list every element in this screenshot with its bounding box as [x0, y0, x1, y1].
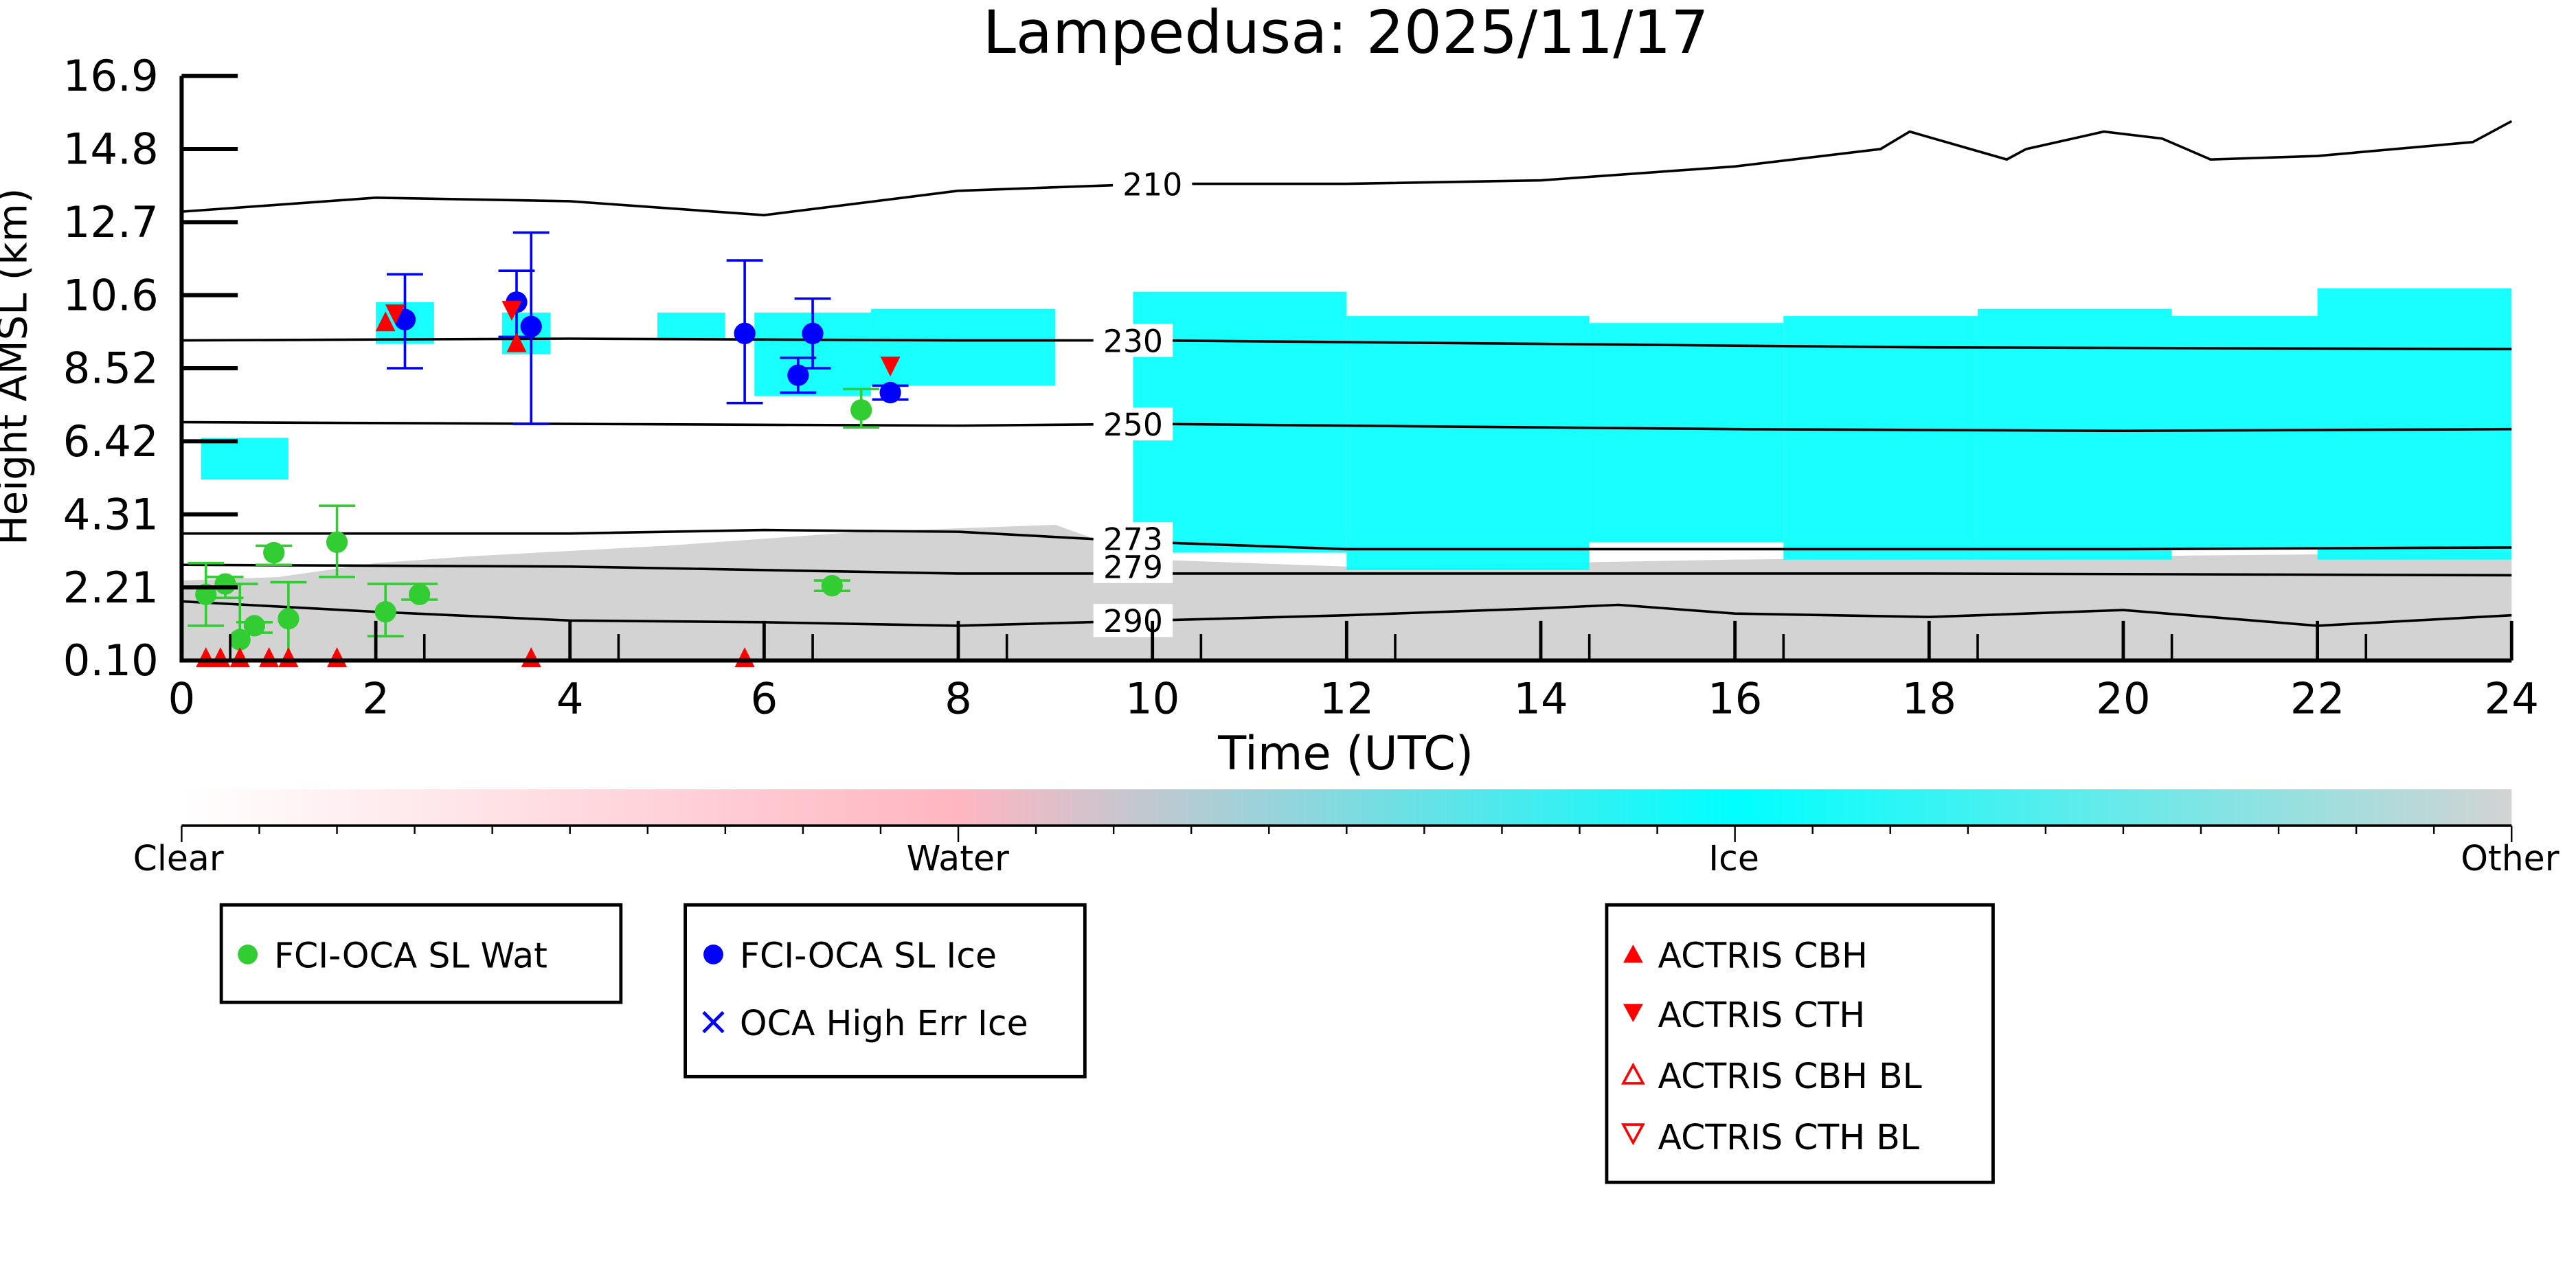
contour-line-290 — [181, 600, 2512, 627]
colorbar: Clear Water Ice Other — [133, 789, 2560, 879]
legend-water: FCI-OCA SL Wat — [219, 903, 623, 1004]
legend-label: ACTRIS CBH BL — [1658, 1056, 1921, 1096]
x-tick-label: 0 — [168, 673, 196, 723]
legend-marker-triangle-up-open — [1620, 1062, 1645, 1085]
legend-actris: ACTRIS CBH ACTRIS CTH ACTRIS CBH BL ACTR… — [1605, 903, 1995, 1184]
ice-cloud-region — [2317, 288, 2512, 560]
legend-marker-triangle-down — [1623, 1004, 1643, 1022]
x-tick-label: 24 — [2484, 673, 2539, 723]
colorbar-label-clear: Clear — [133, 838, 224, 879]
y-tick-label: 6.42 — [63, 416, 159, 466]
data-point-water — [374, 601, 396, 623]
ice-cloud-region — [201, 438, 289, 480]
data-point-cbh — [506, 332, 527, 352]
legend-label: ACTRIS CBH — [1658, 936, 1868, 976]
x-axis-label: Time (UTC) — [1217, 727, 1473, 780]
contour-line-250 — [181, 420, 2512, 433]
data-point-water — [821, 575, 843, 597]
y-tick-label: 14.8 — [63, 124, 159, 174]
ice-cloud-region — [1589, 323, 1784, 543]
contour-label-210: 210 — [1122, 166, 1182, 203]
x-tick-label: 10 — [1125, 673, 1180, 723]
x-tick-label: 18 — [1902, 673, 1957, 723]
data-point-water — [850, 399, 872, 421]
colorbar-gradient — [181, 789, 2512, 826]
y-axis-label: Height AMSL (km) — [0, 188, 36, 545]
x-tick-label: 16 — [1708, 673, 1763, 723]
data-point-cth — [501, 301, 522, 321]
chart-title: Lampedusa: 2025/11/17 — [983, 0, 1709, 67]
y-tick-label: 16.9 — [63, 51, 159, 101]
legend-marker-blue-circle — [703, 945, 723, 964]
x-tick-label: 2 — [362, 673, 389, 723]
legend-ice: FCI-OCA SL Ice OCA High Err Ice — [683, 903, 1087, 1078]
legend-label: OCA High Err Ice — [740, 1003, 1028, 1043]
legend-label: FCI-OCA SL Wat — [274, 936, 547, 976]
data-point-ice — [520, 315, 542, 337]
data-marks — [188, 231, 909, 668]
contour-label-230: 230 — [1103, 323, 1163, 359]
y-tick-label: 8.52 — [63, 343, 159, 394]
x-tick-label: 14 — [1513, 673, 1568, 723]
contour-label-bg — [1093, 550, 1173, 583]
x-tick-label: 4 — [556, 673, 584, 723]
colorbar-label-water: Water — [907, 838, 1009, 879]
data-point-cbh — [375, 311, 396, 332]
ice-cloud-region — [657, 313, 725, 341]
legend-label: FCI-OCA SL Ice — [740, 936, 997, 976]
data-point-water — [243, 615, 266, 637]
y-tick-label: 2.21 — [63, 563, 159, 613]
data-point-water — [229, 629, 251, 651]
colorbar-label-other: Other — [2461, 838, 2560, 879]
contour-label-bg — [1093, 407, 1173, 441]
contour-label-bg — [1093, 324, 1173, 357]
y-tick-label: 0.10 — [63, 635, 159, 686]
data-point-cth — [385, 304, 405, 325]
legend-label: ACTRIS CTH BL — [1658, 1117, 1919, 1157]
x-tick-label: 6 — [750, 673, 778, 723]
data-point-water — [409, 583, 431, 605]
data-point-ice — [734, 322, 756, 345]
x-tick-label: 22 — [2290, 673, 2345, 723]
legend-marker-triangle-up — [1623, 945, 1643, 963]
ice-cloud-region — [2171, 316, 2318, 550]
y-tick-label: 12.7 — [63, 197, 159, 247]
data-point-water — [278, 608, 300, 630]
x-tick-label: 8 — [945, 673, 972, 723]
data-point-ice — [787, 364, 809, 386]
ice-cloud-region — [1783, 316, 1978, 560]
ice-cloud-region — [1346, 316, 1590, 570]
legend-marker-triangle-down-open — [1620, 1123, 1645, 1146]
contour-label-250: 250 — [1103, 407, 1163, 443]
legend-marker-green-circle — [238, 945, 258, 964]
contour-line-210 — [181, 120, 2513, 216]
data-point-ice — [879, 381, 901, 404]
data-point-water — [263, 541, 285, 564]
data-point-water — [326, 531, 348, 553]
contour-label-279: 279 — [1103, 550, 1163, 586]
contour-label-bg — [1093, 522, 1173, 556]
y-tick-label: 10.6 — [63, 270, 159, 320]
x-tick-label: 20 — [2096, 673, 2151, 723]
legend-label: ACTRIS CTH — [1658, 995, 1865, 1035]
y-tick-label: 4.31 — [63, 489, 159, 539]
ice-cloud-region — [870, 308, 1056, 386]
x-tick-label: 12 — [1320, 673, 1375, 723]
data-point-cth — [880, 357, 901, 377]
data-point-ice — [802, 322, 824, 345]
contour-label-bg — [1093, 604, 1173, 637]
colorbar-label-ice: Ice — [1708, 838, 1759, 879]
legend-marker-blue-x — [702, 1010, 725, 1034]
ice-cloud-region — [1977, 308, 2172, 560]
contour-label-bg — [1112, 167, 1193, 201]
